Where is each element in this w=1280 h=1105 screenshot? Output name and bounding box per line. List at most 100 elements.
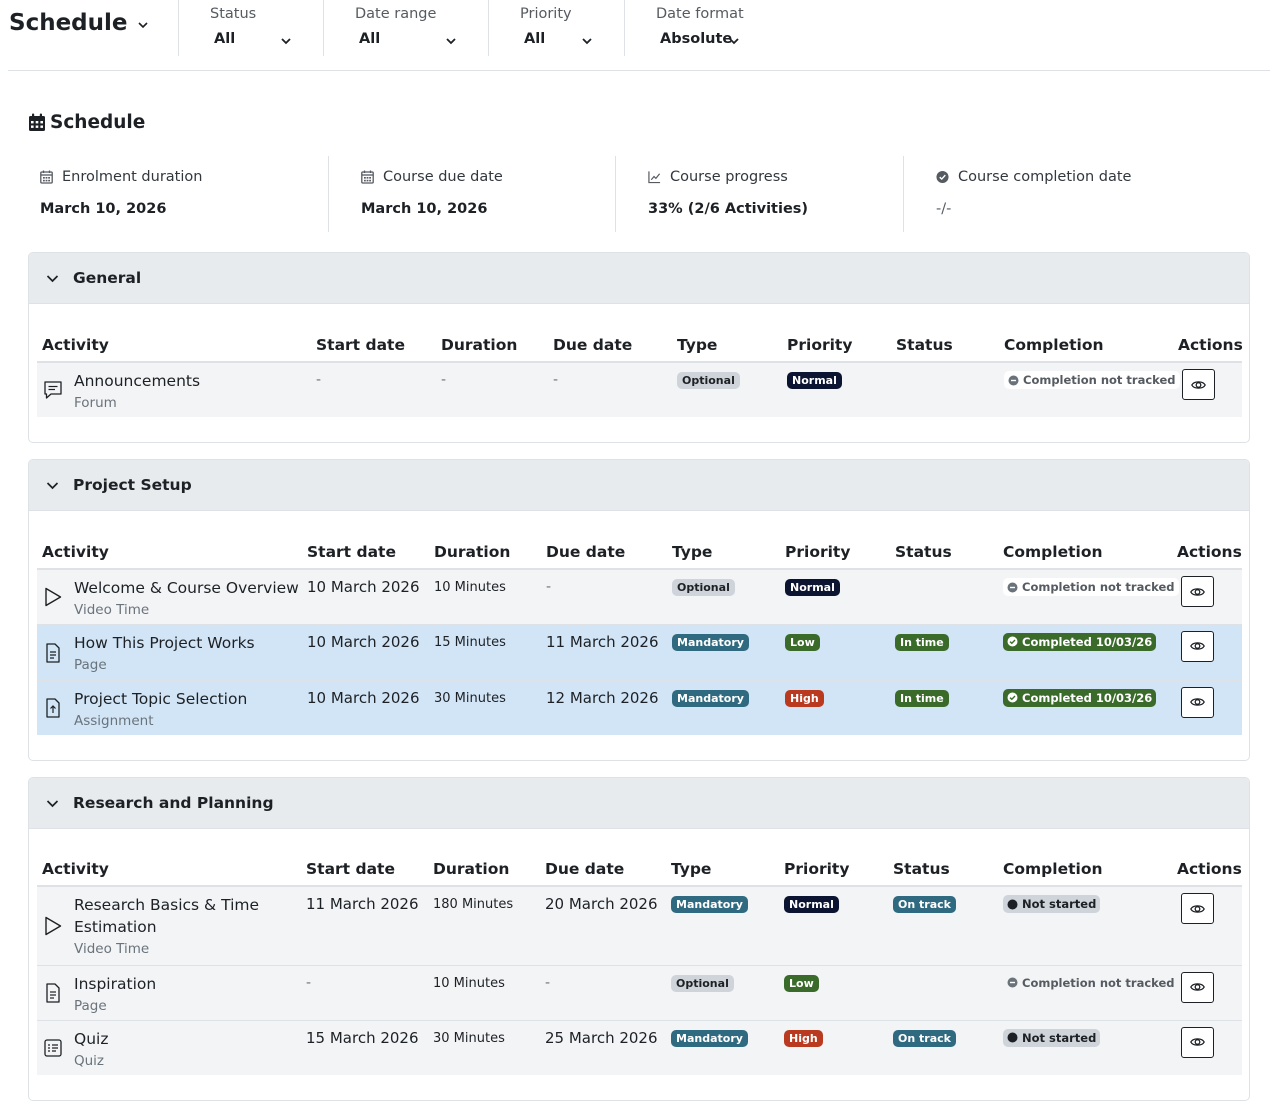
chevron-down-icon [46,799,59,807]
priority-filter-label: Priority [520,6,572,22]
due-date: 25 March 2026 [545,1028,658,1047]
status-filter-value: All [214,31,236,47]
type-cell: Optional [667,569,780,624]
priority-filter[interactable]: Priority All [488,0,624,56]
start-date: 10 March 2026 [307,632,420,651]
completion-cell: Completion not tracked [999,362,1180,417]
page-title-dropdown[interactable]: Schedule [9,10,150,36]
actions-cell [1172,569,1242,624]
schedule-heading-text: Schedule [50,112,146,133]
type-cell: Optional [666,965,779,1020]
duration-cell: 10 Minutes [428,965,540,1020]
eye-icon [1190,642,1205,650]
activity-link[interactable]: Project Topic Selection [74,689,248,708]
column-header: Start date [302,535,429,570]
activity-link[interactable]: How This Project Works [74,633,255,652]
due-date: 11 March 2026 [546,632,659,651]
start-date: 10 March 2026 [307,578,420,596]
column-header: Type [672,328,782,363]
chevron-down-icon [281,38,291,45]
priority-badge: Normal [787,372,842,389]
activity-type-label: Page [74,656,107,673]
section-toggle[interactable]: General [29,253,1249,304]
actions-cell [1172,886,1242,965]
status-cell: In time [890,624,998,680]
activity-link[interactable]: Inspiration [74,974,157,993]
column-header: Duration [436,328,548,363]
priority-cell: Low [779,965,888,1020]
page-icon [46,982,60,1003]
column-header: Priority [780,535,890,570]
status-cell [888,965,998,1020]
section-project-setup: Project Setup Activity Start date Durati… [28,459,1250,761]
table-header-row: Activity Start date Duration Due date Ty… [37,852,1242,887]
date-format-filter-value: Absolute [660,31,733,47]
section-toggle[interactable]: Project Setup [29,460,1249,511]
view-button[interactable] [1181,686,1214,718]
completion-text: Not started [1022,897,1097,911]
activity-cell: Research Basics & Time Estimation Video … [37,886,301,965]
activity-link[interactable]: Research Basics & Time Estimation [74,896,260,936]
completion-text: Completion not tracked [1022,975,1175,990]
activity-link[interactable]: Welcome & Course Overview [74,579,299,597]
stat-label-row: Course due date [361,169,503,185]
view-button[interactable] [1181,971,1214,1003]
actions-cell [1172,1020,1242,1075]
view-button[interactable] [1181,893,1214,924]
circle-icon [1007,1032,1018,1043]
view-button[interactable] [1182,369,1215,400]
activity-type-label: Quiz [74,1052,105,1069]
date-range-filter[interactable]: Date range All [323,0,488,56]
column-header: Actions [1172,535,1242,570]
type-badge: Mandatory [671,896,748,913]
stat-course-progress: Course progress 33% (2/6 Activities) [615,156,903,232]
section-general: General Activity Start date Duration Due… [28,252,1250,443]
activity-link[interactable]: Quiz [74,1029,109,1048]
activity-link[interactable]: Announcements [74,372,201,390]
due-date: 20 March 2026 [545,895,658,913]
due-date-cell: 25 March 2026 [540,1020,666,1075]
completion-cell: Completion not tracked [998,965,1175,1020]
type-badge: Optional [672,579,735,596]
activity-type-label: Video Time [74,941,150,957]
column-header: Due date [548,328,672,363]
date-range-filter-label: Date range [355,6,437,22]
view-button[interactable] [1181,576,1214,607]
activity-table: Activity Start date Duration Due date Ty… [37,328,1243,417]
stat-label-row: Course completion date [936,169,1131,185]
stat-enrolment-duration: Enrolment duration March 10, 2026 [28,156,328,232]
activity-table: Activity Start date Duration Due date Ty… [37,852,1242,1075]
completion-cell: Completed 10/03/26 [998,624,1172,680]
column-header: Activity [37,328,311,363]
section-toggle[interactable]: Research and Planning [29,778,1249,829]
date-format-filter[interactable]: Date format Absolute [624,0,764,56]
type-badge: Mandatory [672,633,749,651]
column-header: Due date [541,535,667,570]
column-header: Start date [311,328,436,363]
status-filter[interactable]: Status All [178,0,323,56]
priority-badge: High [785,689,824,707]
type-cell: Optional [672,362,782,417]
stat-value: March 10, 2026 [361,201,488,217]
priority-cell: Normal [782,362,891,417]
play-icon [45,587,62,607]
column-header: Due date [540,852,666,887]
duration: 180 Minutes [433,897,514,912]
actions-cell [1172,965,1242,1020]
start-date: - [306,974,312,991]
type-cell: Mandatory [666,1020,779,1075]
duration: 10 Minutes [434,580,506,595]
eye-icon [1191,380,1206,389]
completion-badge: Not started [1003,1028,1101,1047]
column-header: Status [888,852,998,887]
view-button[interactable] [1181,630,1214,662]
type-badge: Mandatory [671,1029,748,1047]
stat-label: Enrolment duration [62,169,203,185]
view-button[interactable] [1181,1026,1214,1058]
status-filter-label: Status [210,6,257,22]
priority-filter-value: All [524,31,546,47]
stat-label-row: Enrolment duration [40,169,202,185]
start-date-cell: 10 March 2026 [302,680,429,735]
table-row: Research Basics & Time Estimation Video … [37,886,1242,965]
stat-label-row: Course progress [648,169,788,185]
